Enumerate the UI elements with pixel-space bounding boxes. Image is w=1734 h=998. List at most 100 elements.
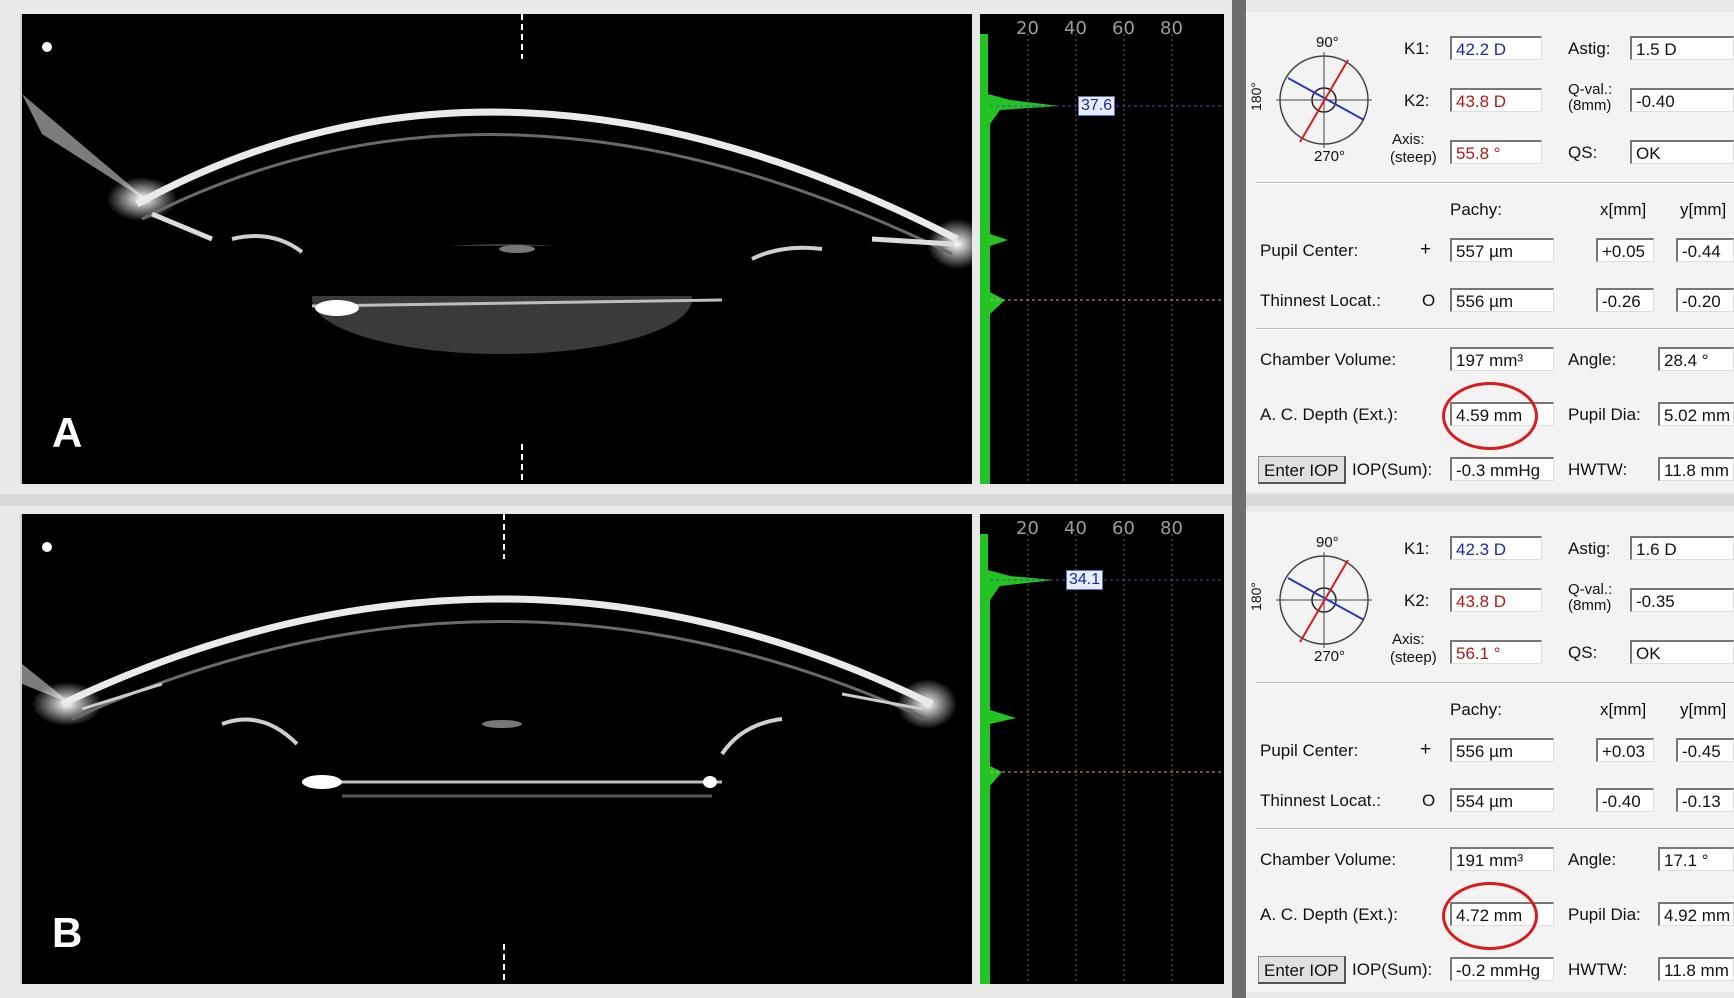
y-header: y[mm]: [1680, 700, 1727, 719]
iop-field: -0.3 mmHg: [1450, 457, 1554, 481]
qval-sublabel: (8mm): [1568, 597, 1612, 614]
k1-field: 42.3 D: [1450, 536, 1542, 560]
pupil-center-label: Pupil Center:: [1260, 741, 1359, 760]
densitometry-histogram-a: 20 40 60 80 37.6: [980, 14, 1224, 484]
hist-tick: 60: [1112, 18, 1135, 39]
thinnest-x-field: -0.40: [1596, 788, 1654, 812]
thinnest-pachy-field: 556 µm: [1450, 288, 1554, 312]
pupil-x-field: +0.03: [1596, 738, 1654, 762]
k1-label: K1:: [1404, 539, 1430, 558]
axis-sublabel: (steep): [1390, 649, 1437, 666]
thinnest-location-label: Thinnest Locat.:: [1260, 791, 1381, 810]
angle-label: Angle:: [1568, 850, 1617, 869]
chamber-volume-field: 191 mm³: [1450, 847, 1554, 871]
qs-field: OK: [1630, 140, 1734, 164]
axis-sublabel: (steep): [1390, 149, 1437, 166]
pupil-dia-field: 4.92 mm: [1658, 902, 1734, 926]
divider: [1256, 682, 1734, 684]
thinnest-location-label: Thinnest Locat.:: [1260, 291, 1381, 310]
iop-label: IOP(Sum):: [1352, 960, 1433, 979]
thinnest-pachy-field: 554 µm: [1450, 788, 1554, 812]
hist-tick: 40: [1064, 18, 1087, 39]
qs-label: QS:: [1568, 143, 1598, 162]
astig-field: 1.6 D: [1630, 536, 1734, 560]
k1-label: K1:: [1404, 39, 1430, 58]
thinnest-y-field: -0.13: [1676, 788, 1734, 812]
pupil-dia-field: 5.02 mm: [1658, 402, 1734, 426]
pachy-header: Pachy:: [1450, 700, 1502, 719]
hwtw-field: 11.8 mm: [1658, 457, 1734, 481]
pupil-dia-label: Pupil Dia:: [1568, 905, 1641, 924]
thinnest-x-field: -0.26: [1596, 288, 1654, 312]
pupil-dia-label: Pupil Dia:: [1568, 405, 1641, 424]
dial-label-left: 180°: [1248, 82, 1264, 111]
qval-field: -0.35: [1630, 588, 1734, 612]
vertical-separator: [1232, 0, 1246, 998]
qs-label: QS:: [1568, 643, 1598, 662]
angle-label: Angle:: [1568, 350, 1617, 369]
qs-field: OK: [1630, 640, 1734, 664]
panel-b: B 20 40 60 80 34.1: [0, 508, 1734, 993]
hist-tick: 20: [1016, 518, 1039, 539]
hist-tick: 80: [1160, 18, 1183, 39]
peak-value-label: 37.6: [1078, 96, 1116, 116]
divider: [1256, 828, 1734, 830]
iop-label: IOP(Sum):: [1352, 460, 1433, 479]
hwtw-field: 11.8 mm: [1658, 957, 1734, 981]
peak-value-label: 34.1: [1066, 570, 1104, 590]
angle-field: 17.1 °: [1658, 847, 1734, 871]
pachy-header: Pachy:: [1450, 200, 1502, 219]
astig-field: 1.5 D: [1630, 36, 1734, 60]
orientation-dot: [42, 42, 52, 52]
pupil-x-field: +0.05: [1596, 238, 1654, 262]
iop-field: -0.2 mmHg: [1450, 957, 1554, 981]
pupil-pachy-field: 556 µm: [1450, 738, 1554, 762]
x-header: x[mm]: [1600, 200, 1647, 219]
chamber-volume-label: Chamber Volume:: [1260, 350, 1397, 369]
enter-iop-button[interactable]: Enter IOP: [1258, 956, 1346, 984]
x-header: x[mm]: [1600, 700, 1647, 719]
scheimpflug-image-a: A: [20, 14, 972, 484]
pupil-center-symbol: +: [1420, 739, 1432, 760]
axis-field: 56.1 °: [1450, 640, 1542, 664]
hist-tick: 40: [1064, 518, 1087, 539]
enter-iop-button[interactable]: Enter IOP: [1258, 456, 1346, 484]
highlight-circle: [1442, 382, 1538, 450]
pupil-center-label: Pupil Center:: [1260, 241, 1359, 260]
panel-divider: [0, 494, 1734, 506]
scheimpflug-image-b: B: [20, 514, 972, 984]
ac-depth-label: A. C. Depth (Ext.):: [1260, 905, 1398, 924]
hwtw-label: HWTW:: [1568, 460, 1628, 479]
pupil-center-symbol: +: [1420, 239, 1432, 260]
highlight-circle: [1442, 882, 1538, 950]
axis-label: Axis:: [1392, 131, 1425, 148]
astig-label: Astig:: [1568, 39, 1611, 58]
dial-label-bottom: 270°: [1314, 648, 1346, 665]
panel-label: B: [52, 909, 83, 956]
qval-field: -0.40: [1630, 88, 1734, 112]
divider: [1256, 182, 1734, 184]
pupil-y-field: -0.45: [1676, 738, 1734, 762]
panel-label: A: [52, 409, 83, 456]
dial-label-bottom: 270°: [1314, 148, 1346, 165]
chamber-volume-field: 197 mm³: [1450, 347, 1554, 371]
pupil-pachy-field: 557 µm: [1450, 238, 1554, 262]
divider: [1256, 328, 1734, 330]
dial-label-top: 90°: [1316, 34, 1339, 51]
qval-label: Q-val.:: [1568, 581, 1613, 598]
ac-depth-label: A. C. Depth (Ext.):: [1260, 405, 1398, 424]
axis-dial-icon: [1276, 52, 1372, 148]
panel-a: A 20 40 60 80 37.6: [0, 8, 1734, 493]
angle-field: 28.4 °: [1658, 347, 1734, 371]
thinnest-symbol: O: [1422, 291, 1436, 310]
axis-field: 55.8 °: [1450, 140, 1542, 164]
hist-tick: 20: [1016, 18, 1039, 39]
orientation-dot: [42, 542, 52, 552]
pupil-y-field: -0.44: [1676, 238, 1734, 262]
dial-label-left: 180°: [1248, 582, 1264, 611]
qval-sublabel: (8mm): [1568, 97, 1612, 114]
hwtw-label: HWTW:: [1568, 960, 1628, 979]
k2-label: K2:: [1404, 591, 1430, 610]
y-header: y[mm]: [1680, 200, 1727, 219]
